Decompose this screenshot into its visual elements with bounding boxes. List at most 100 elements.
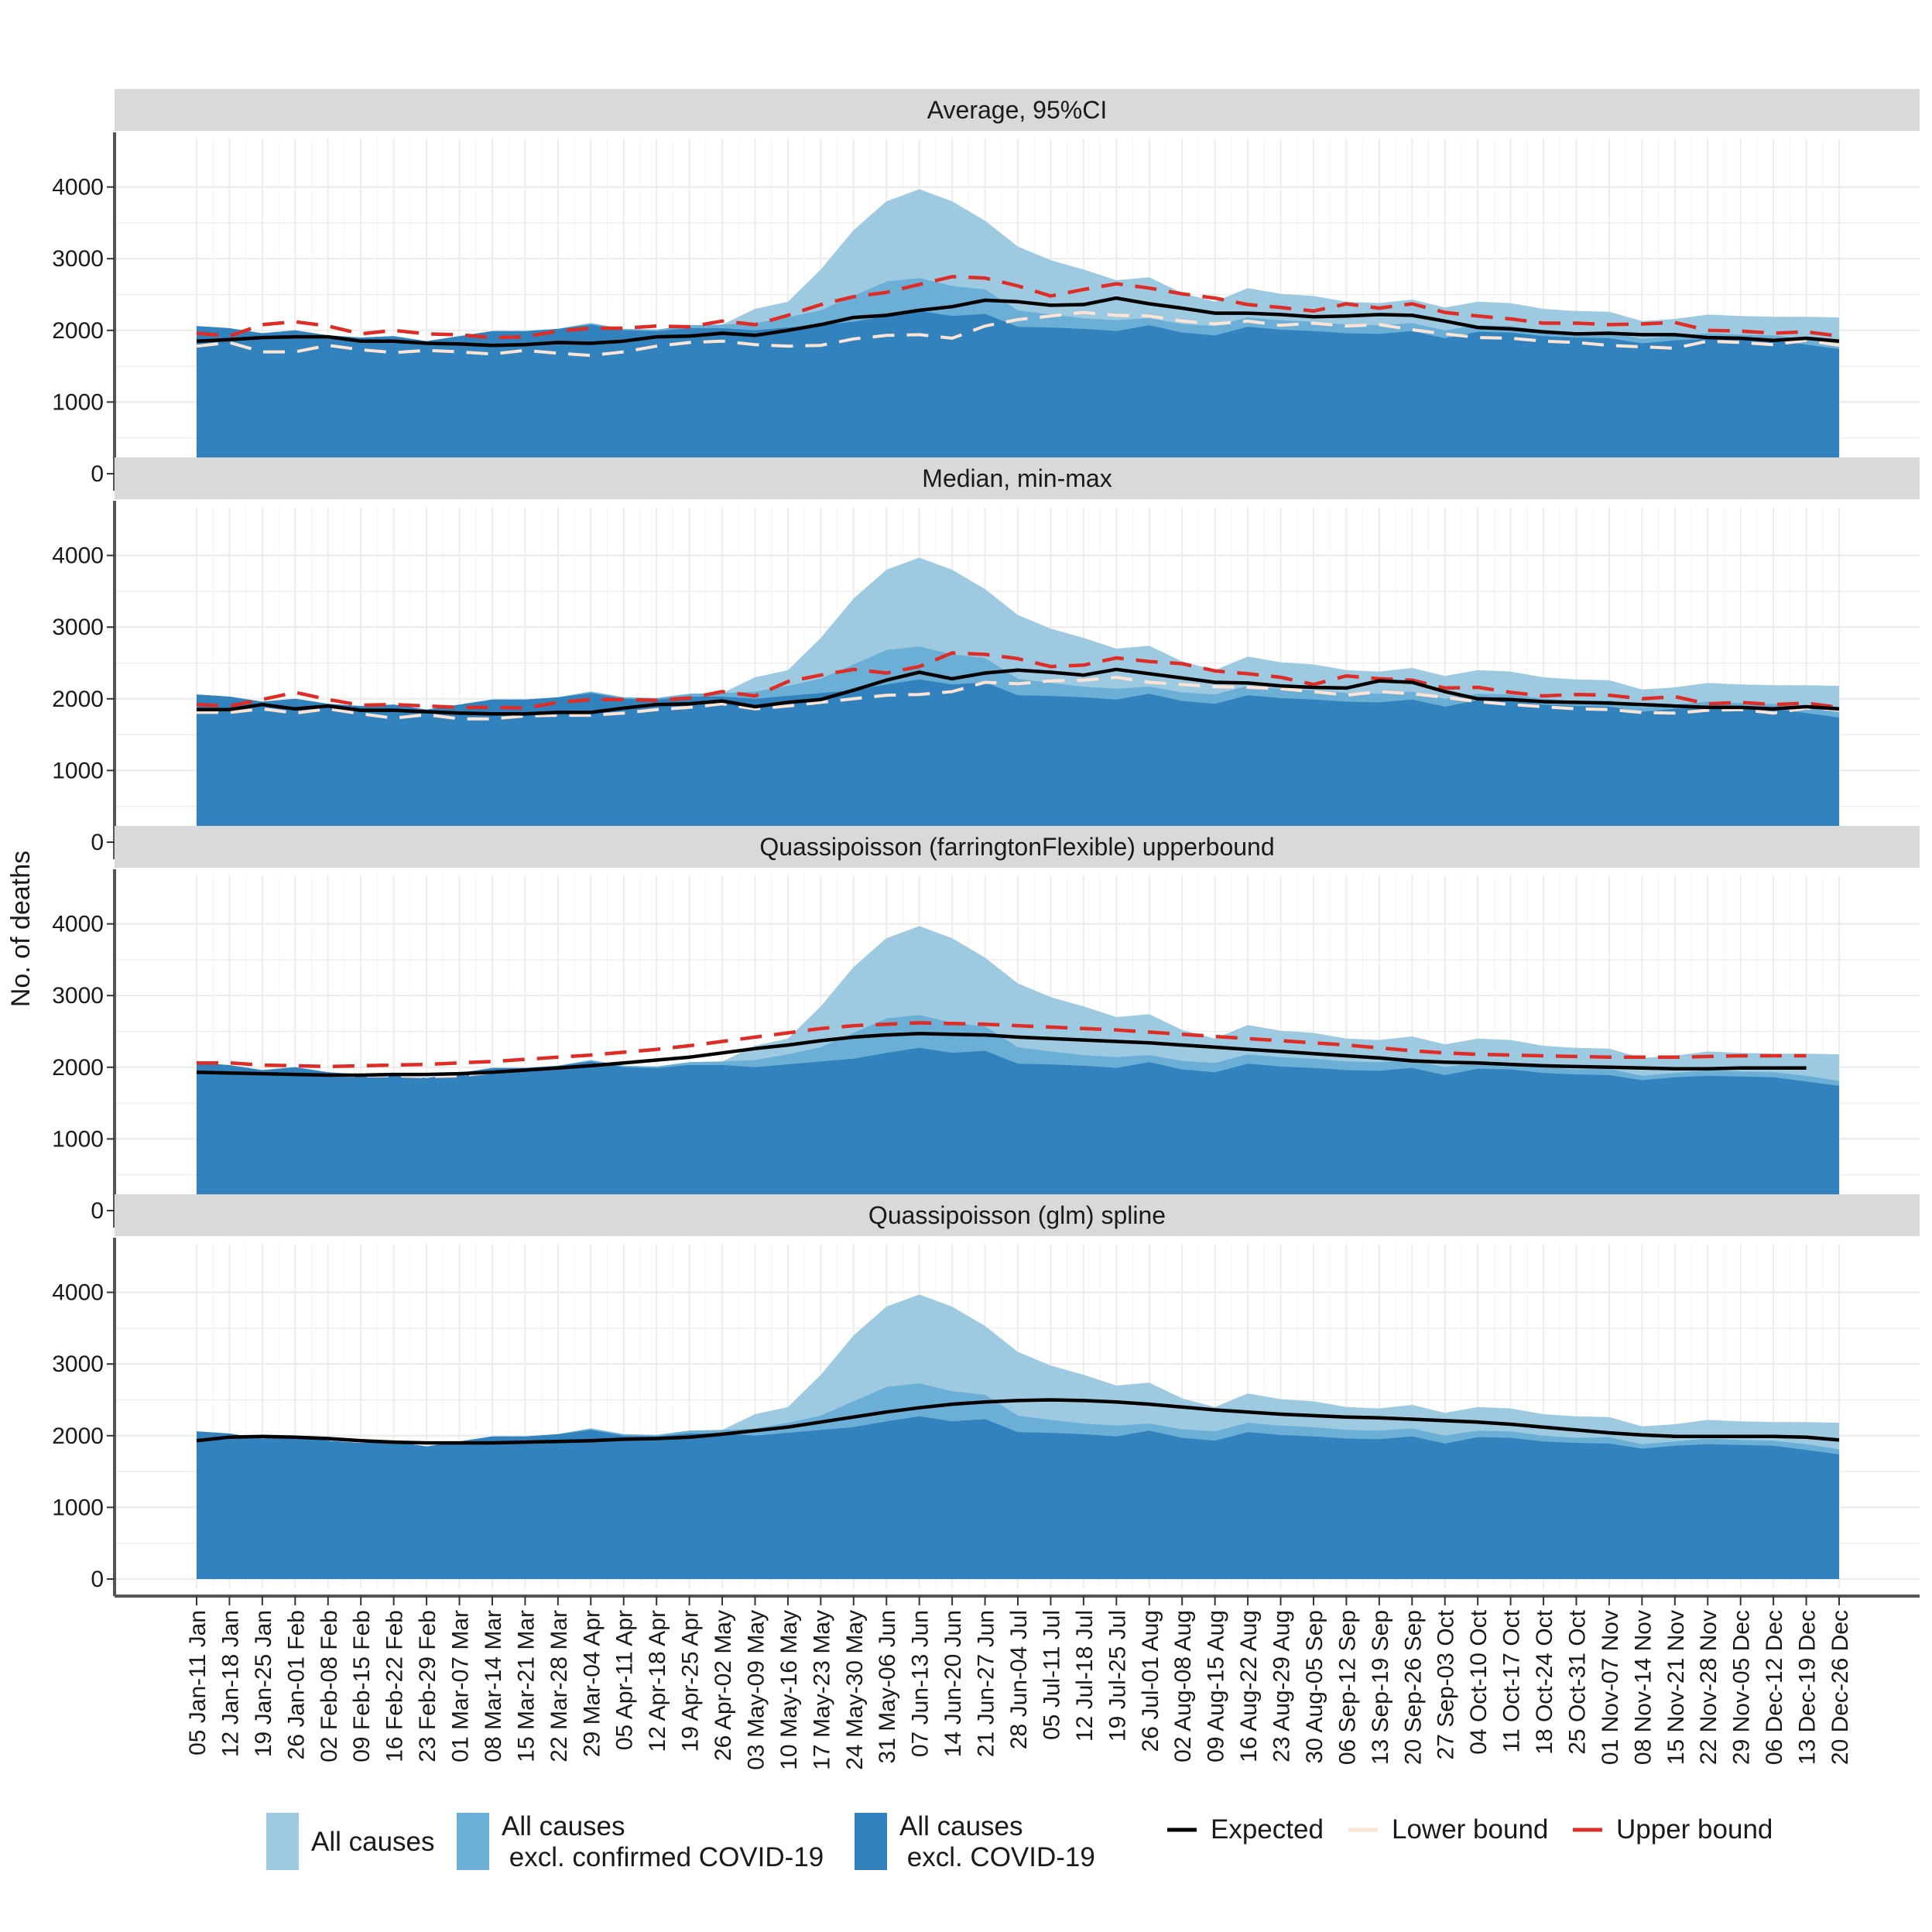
x-tick-label: 29 Mar-04 Apr [579,1610,605,1757]
x-tick-label: 06 Dec-12 Dec [1762,1610,1787,1765]
y-tick-label: 1000 [52,1495,104,1520]
x-tick-label: 01 Nov-07 Nov [1598,1610,1623,1765]
expected-line [196,296,1840,348]
x-tick-label: 21 Jun-27 Jun [974,1610,999,1757]
y-tick-label: 4000 [52,543,104,569]
x-tick-label: 05 Jan-11 Jan [185,1610,211,1756]
x-tick-label: 19 Apr-25 Apr [678,1610,704,1752]
y-tick-label: 2000 [52,687,104,712]
upper-bound-line [196,275,1840,340]
y-tick-label: 3000 [52,983,104,1009]
legend-swatch [266,1813,299,1870]
legend-item-all-causes: All causes [266,1813,435,1870]
x-tick-label: 31 May-06 Jun [875,1610,900,1763]
x-tick-label: 26 Jan-01 Feb [283,1610,309,1759]
legend: All causes All causes excl. confirmed COV… [266,1811,1773,1872]
upper-bound-line [197,1021,1807,1069]
panel-title: Median, min-max [922,464,1112,492]
expected-line [197,667,1840,716]
panel-strip [115,89,1920,131]
legend-swatch [855,1813,887,1870]
y-axis-title-group: No. of deaths [6,851,36,1007]
x-tick-label: 01 Mar-07 Mar [448,1610,474,1762]
panel-3: Quassipoisson (farringtonFlexible) upper… [52,826,1920,1228]
x-tick-label: 09 Feb-15 Feb [349,1610,375,1762]
x-tick-label: 22 Nov-28 Nov [1696,1610,1721,1765]
x-tick-label: 02 Aug-08 Aug [1170,1610,1196,1762]
legend-label: All causes excl. COVID-19 [899,1811,1095,1872]
panel-2: Median, min-max 0 1000 2000 3000 4000 [52,457,1920,859]
legend-item-upper-bound: Upper bound [1573,1814,1773,1845]
x-tick-label: 20 Dec-26 Dec [1828,1610,1853,1765]
legend-label-line: All causes [899,1811,1023,1841]
x-tick-label: 12 Jul-18 Jul [1072,1610,1098,1742]
legend-label: Upper bound [1616,1814,1773,1845]
panel-title: Average, 95%CI [927,96,1107,124]
x-tick-label: 16 Aug-22 Aug [1236,1610,1262,1762]
y-tick-label: 0 [91,1567,104,1592]
expected-line [196,1032,1807,1077]
y-axis-title: No. of deaths [6,851,36,1007]
y-tick-label: 4000 [52,912,104,937]
x-tick-label: 13 Dec-19 Dec [1795,1610,1821,1765]
x-tick-label: 02 Feb-08 Feb [317,1610,342,1762]
legend-label: All causes excl. confirmed COVID-19 [502,1811,824,1872]
x-tick-label: 12 Jan-18 Jan [218,1610,243,1757]
y-tick-label: 2000 [52,1423,104,1449]
x-tick-label: 05 Jul-11 Jul [1039,1610,1064,1740]
legend-label: Expected [1211,1814,1324,1845]
y-tick-label: 3000 [52,1351,104,1377]
y-tick-label: 2000 [52,1055,104,1081]
x-tick-label: 28 Jun-04 Jul [1006,1610,1032,1749]
x-tick-label: 24 May-30 May [842,1610,868,1770]
x-tick-label: 26 Apr-02 May [711,1610,736,1761]
area-excl-covid [197,679,1839,842]
y-tick-label: 4000 [52,1280,104,1306]
legend-item-excl-confirmed: All causes excl. confirmed COVID-19 [457,1811,824,1872]
x-tick-label: 05 Apr-11 Apr [612,1610,638,1750]
x-tick-label: 27 Sep-03 Oct [1434,1609,1459,1759]
x-tick-label: 03 May-09 May [744,1610,769,1770]
y-axis: 0 1000 2000 3000 4000 [52,501,116,859]
upper-bound-line [196,651,1840,711]
panel-1: Average, 95%CI 0 1000 2000 3000 4000 [52,89,1920,491]
panel-strip [115,1194,1920,1236]
x-tick-label: 14 Jun-20 Jun [940,1610,966,1757]
x-tick-label: 13 Sep-19 Sep [1368,1610,1393,1765]
y-tick-label: 0 [91,1198,104,1224]
x-tick-label: 12 Apr-18 Apr [645,1610,670,1752]
x-tick-label: 25 Oct-31 Oct [1565,1609,1591,1754]
x-tick-label: 23 Feb-29 Feb [415,1610,440,1762]
y-axis: 0 1000 2000 3000 4000 [52,132,116,491]
x-tick-label: 07 Jun-13 Jun [908,1610,933,1757]
x-tick-label: 22 Mar-28 Mar [546,1610,572,1762]
legend-item-excl-covid: All causes excl. COVID-19 [855,1811,1095,1872]
y-axis: 0 1000 2000 3000 4000 [52,869,116,1228]
x-tick-label: 09 Aug-15 Aug [1204,1610,1229,1762]
x-tick-label: 10 May-16 May [776,1610,802,1770]
x-tick-label: 20 Sep-26 Sep [1400,1610,1426,1765]
y-tick-label: 3000 [52,246,104,272]
y-tick-label: 1000 [52,758,104,783]
legend-label: Lower bound [1392,1814,1548,1845]
x-tick-label: 19 Jan-25 Jan [251,1610,276,1757]
panel-4: Quassipoisson (glm) spline 0 1000 2000 3000 4… [52,1194,1920,1596]
x-axis: 05 Jan-11 Jan 12 Jan-18 Jan 19 Jan-25 Jan 2… [115,1595,1920,1770]
area-excl-covid [197,310,1839,474]
legend-swatch [457,1813,489,1870]
x-tick-label: 30 Aug-05 Sep [1302,1610,1327,1764]
legend-label: All causes [311,1827,435,1857]
y-tick-label: 0 [91,830,104,855]
expected-line [196,1398,1840,1445]
legend-label-line: excl. confirmed COVID-19 [502,1842,824,1872]
panel-strip [115,457,1920,499]
y-tick-label: 0 [91,461,104,487]
area-excl-covid [197,1047,1839,1211]
legend-label-line: excl. COVID-19 [899,1842,1095,1872]
y-tick-label: 3000 [52,615,104,640]
x-tick-label: 15 Nov-21 Nov [1663,1610,1689,1765]
x-tick-label: 11 Oct-17 Oct [1499,1609,1525,1752]
x-tick-label: 08 Nov-14 Nov [1630,1610,1656,1765]
